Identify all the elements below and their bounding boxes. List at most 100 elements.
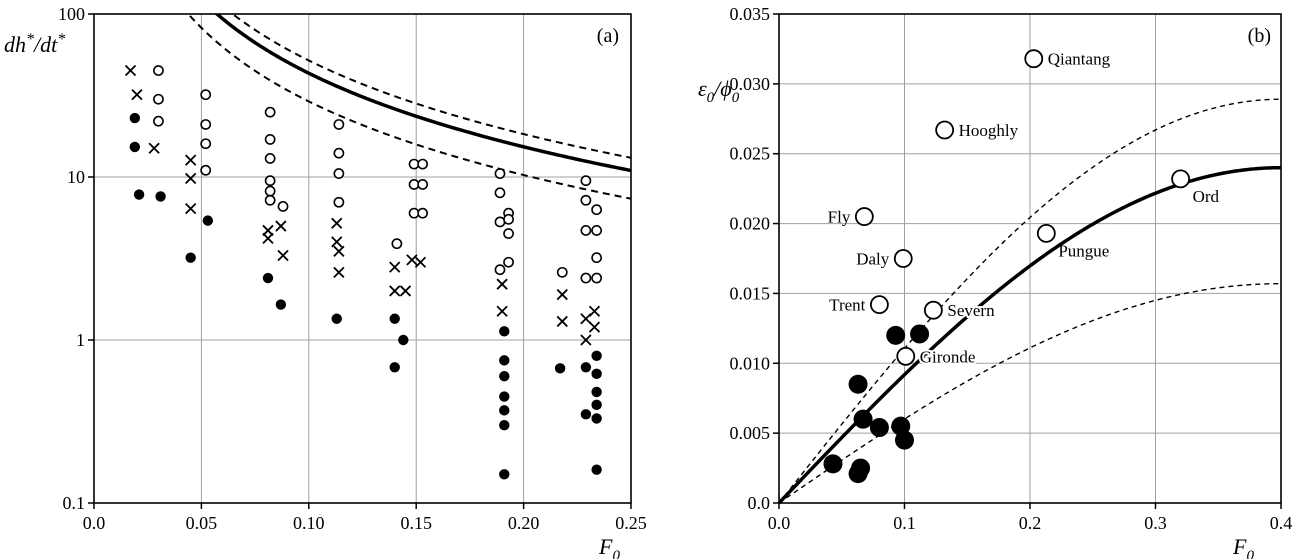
open-circle-point <box>333 168 345 179</box>
open-circle-point <box>591 252 603 264</box>
bound-curve <box>186 14 631 200</box>
filled-circle-point <box>853 409 873 429</box>
cross-point <box>580 334 592 346</box>
y-tick-label: 0.035 <box>730 4 771 24</box>
filled-circle-point <box>499 391 510 402</box>
open-circle-point <box>264 185 276 197</box>
y-label-part: dh <box>4 32 26 57</box>
y-tick-label: 10 <box>67 167 85 187</box>
x-label-part: F <box>1232 534 1247 559</box>
filled-circle-point <box>499 370 510 382</box>
x-tick-label: 0.0 <box>768 513 791 533</box>
filled-circle-point <box>389 362 400 373</box>
filled-circle-point <box>499 469 510 480</box>
x-tick-label: 0.15 <box>400 513 432 533</box>
y-tick-label: 100 <box>58 4 85 24</box>
open-circle-point <box>391 238 403 250</box>
y-axis-label: dh*/dt* <box>4 31 65 57</box>
cross-point <box>331 217 343 229</box>
y-label-sub: 0 <box>707 90 715 106</box>
estuary-point <box>854 207 874 226</box>
filled-circle-point <box>591 413 602 424</box>
cross-point <box>556 288 568 301</box>
x-axis-label: F0 <box>1232 534 1254 559</box>
open-circle-point <box>200 164 212 176</box>
cross-point <box>389 285 401 297</box>
open-circle-point <box>153 115 164 127</box>
y-label-part: / <box>712 76 722 101</box>
estuary-point <box>870 295 889 315</box>
filled-circle-point <box>580 362 592 373</box>
open-circle-point <box>591 272 603 284</box>
bound-curve <box>778 98 1282 504</box>
estuary-label: Trent <box>829 296 865 315</box>
open-circle-point <box>503 228 514 239</box>
filled-circle-point <box>591 386 602 398</box>
filled-circle-point <box>580 409 592 420</box>
open-circle-point <box>264 194 276 206</box>
open-circle-point <box>580 225 592 236</box>
cross-point <box>331 236 343 248</box>
estuary-label: Hooghly <box>959 121 1019 140</box>
open-circle-point <box>277 201 289 212</box>
open-circle-point <box>503 213 514 225</box>
x-tick-label: 0.10 <box>293 513 325 533</box>
cross-point <box>262 224 274 237</box>
open-circle-point <box>556 266 568 278</box>
y-tick-label: 0.025 <box>730 144 771 164</box>
open-circle-point <box>153 65 164 76</box>
open-circle-point <box>417 207 429 219</box>
open-circle-point <box>200 119 212 130</box>
open-circle-point <box>200 89 212 101</box>
y-tick-label: 0.0 <box>748 493 771 513</box>
open-circle-point <box>200 138 212 150</box>
cross-point <box>333 245 345 257</box>
filled-circle-point <box>499 355 510 366</box>
y-tick-label: 0.015 <box>730 283 771 303</box>
filled-circle-point <box>591 350 602 361</box>
open-circle-point <box>580 194 592 206</box>
panel-label: (b) <box>1248 25 1271 47</box>
cross-point <box>185 172 197 185</box>
cross-point <box>588 305 601 317</box>
open-circle-point <box>264 134 276 145</box>
cross-point <box>275 220 287 232</box>
filled-circle-point <box>262 272 274 284</box>
estuary-label: Ord <box>1193 187 1220 206</box>
filled-circle-point <box>398 334 409 346</box>
fit-curve <box>214 14 631 173</box>
estuary-label: Gironde <box>920 347 976 366</box>
cross-point <box>185 202 197 215</box>
cross-point <box>333 266 345 278</box>
filled-circle-point <box>185 252 196 263</box>
filled-circle-point <box>554 363 566 374</box>
filled-circle-point <box>895 430 914 450</box>
y-label-part: ϕ <box>720 76 731 101</box>
x-label-part: F <box>598 534 613 559</box>
panel-b: 0.0 0.1 0.2 0.3 0.4 0.0 0.005 0.010 0.015 0.020 0.… <box>698 4 1292 559</box>
cross-point <box>496 305 508 317</box>
estuary-label: Pungue <box>1058 241 1109 260</box>
cross-point <box>131 89 143 101</box>
open-circle-point <box>264 175 276 187</box>
cross-point <box>496 278 508 290</box>
y-label-sup: * <box>26 31 34 48</box>
panel-a: 0.0 0.05 0.10 0.15 0.20 0.250.1110100(a)dh*/d… <box>4 4 647 559</box>
open-circle-point <box>591 225 603 236</box>
cross-point <box>406 254 418 266</box>
cross-point <box>588 321 601 333</box>
plot-frame <box>778 13 1282 504</box>
open-circle-point <box>494 168 506 179</box>
x-tick-label: 0.4 <box>1270 513 1293 533</box>
filled-circle-point <box>591 399 602 411</box>
y-label-part: ε <box>698 76 707 101</box>
open-circle-point <box>494 187 506 199</box>
cross-point <box>399 285 412 297</box>
filled-circle-point <box>591 368 602 380</box>
x-tick-label: 0.0 <box>83 513 106 533</box>
filled-circle-point <box>133 189 145 200</box>
filled-circle-point <box>499 326 510 337</box>
x-tick-label: 0.20 <box>508 513 540 533</box>
open-circle-point <box>153 93 164 105</box>
filled-circle-point <box>389 313 400 324</box>
